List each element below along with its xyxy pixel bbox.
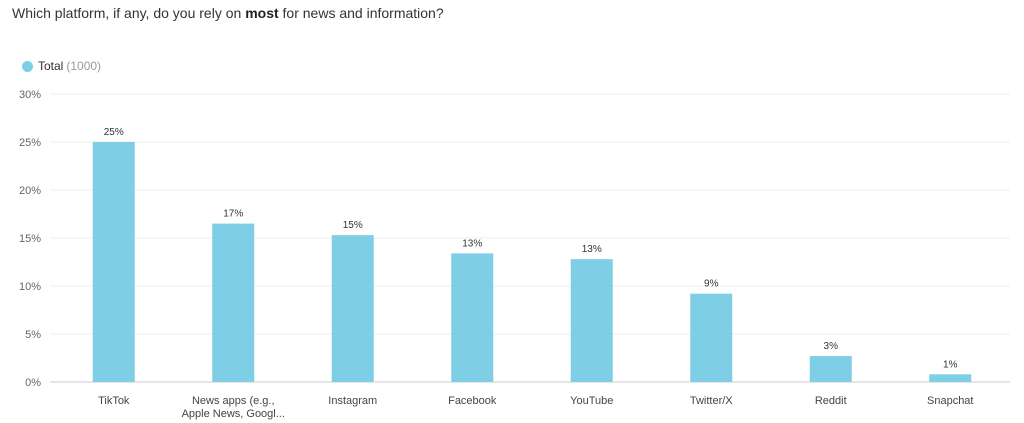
bar[interactable] [570,259,613,382]
data-label: 1% [943,359,958,370]
x-tick-label: YouTube [570,395,614,407]
data-label: 13% [462,238,482,249]
y-tick-label: 20% [19,185,41,197]
legend[interactable]: Total (1000) [22,59,101,73]
x-tick-label: Twitter/X [689,395,733,407]
bar[interactable] [331,235,374,382]
legend-series-name: Total [38,59,64,73]
y-tick-label: 5% [25,329,41,341]
y-tick-label: 10% [19,281,41,293]
data-label: 15% [343,220,363,231]
bar[interactable] [451,253,494,382]
question-text-bold: most [245,5,279,21]
bar[interactable] [92,142,135,382]
data-label: 9% [704,279,719,290]
bar[interactable] [212,223,255,382]
data-label: 17% [223,209,243,220]
question-text-before: Which platform, if any, do you rely on [12,5,246,21]
bar[interactable] [929,374,972,382]
question-text-after: for news and information? [278,5,444,21]
legend-series-count: (1000) [66,59,102,73]
data-label: 25% [104,127,124,138]
y-tick-label: 30% [19,89,41,101]
data-label: 3% [824,341,839,352]
x-tick-label: Snapchat [927,395,974,407]
x-tick-label: TikTok [98,395,130,407]
x-tick-label: News apps (e.g., Apple News, Googl... [181,395,285,420]
x-tick-label: Instagram [328,395,378,407]
legend-swatch [22,60,33,72]
bar[interactable] [809,356,852,382]
question-title: Which platform, if any, do you rely on m… [12,5,444,21]
y-tick-label: 15% [19,233,41,245]
x-tick-label: Facebook [448,395,497,407]
x-tick-label: Reddit [814,395,847,407]
y-tick-label: 0% [25,377,41,389]
data-label: 13% [582,244,602,255]
y-tick-label: 25% [19,137,41,149]
bar[interactable] [690,293,733,382]
